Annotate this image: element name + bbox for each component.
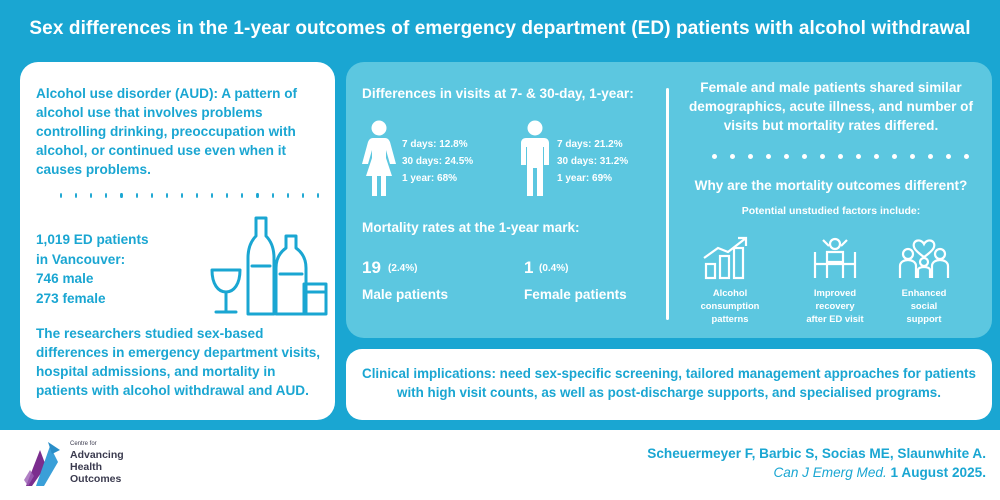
citation-journal: Can J Emerg Med. [773,465,887,480]
female-visits-1y: 1 year: 68% [402,173,458,184]
organization-logo-icon [24,442,60,486]
visits-heading: Differences in visits at 7- & 30-day, 1-… [362,86,634,101]
aud-definition: Alcohol use disorder (AUD): A pattern of… [36,86,298,177]
patient-counts: 1,019 ED patients in Vancouver: 746 male… [36,230,149,308]
page-title: Sex differences in the 1-year outcomes o… [0,0,1000,58]
male-visits-1y: 1 year: 69% [557,173,613,184]
aud-card: Alcohol use disorder (AUD): A pattern of… [20,62,335,420]
male-visits-7d: 7 days: 21.2% [557,139,623,150]
bar-chart-arrow-icon [703,236,748,280]
male-mortality-pct: (2.4%) [388,263,418,274]
female-visit-stats: 7 days: 12.8% 30 days: 24.5% 1 year: 68% [402,136,473,187]
factor-improved-recovery: Improved recovery after ED visit [790,234,880,325]
factor-social-support: Enhanced social support [879,234,969,325]
factor-alcohol-consumption: Alcohol consumption patterns [685,234,775,325]
dotted-divider [60,193,319,198]
dotted-divider-light [712,154,969,159]
patients-location: in Vancouver: [36,251,126,267]
patients-total: 1,019 ED patients [36,232,149,247]
female-visits-30d: 30 days: 24.5% [402,156,474,167]
family-heart-icon [898,239,950,278]
study-description: The researchers studied sex-based differ… [36,326,321,398]
citation-date: 1 August 2025. [890,465,986,480]
shared-characteristics: Female and male patients shared similar … [688,80,974,133]
patients-female: 273 female [36,290,106,306]
clinical-implications: Clinical implications: need sex-specific… [346,349,992,420]
citation: Scheuermeyer F, Barbic S, Socias ME, Sla… [647,444,986,482]
person-recovery-icon [813,237,857,278]
why-heading: Why are the mortality outcomes different… [694,178,968,193]
female-visits-7d: 7 days: 12.8% [402,139,468,150]
factor-label: Improved recovery after ED visit [806,287,864,324]
male-person-icon [521,120,549,196]
female-person-icon [362,120,396,196]
patients-male: 746 male [36,271,94,286]
male-visits-30d: 30 days: 31.2% [557,156,629,167]
findings-card: Differences in visits at 7- & 30-day, 1-… [346,62,992,338]
factor-label: Alcohol consumption patterns [700,287,760,324]
female-mortality-count: 1 [524,258,534,277]
vertical-divider [666,88,669,320]
female-mortality-pct: (0.4%) [539,263,569,274]
male-patients-label: Male patients [362,287,449,302]
factor-label: Enhanced social support [901,287,947,324]
potential-factors-intro: Potential unstudied factors include: [741,205,921,217]
citation-authors: Scheuermeyer F, Barbic S, Socias ME, Sla… [647,446,986,461]
female-patients-label: Female patients [524,287,627,302]
drinks-icon [210,216,328,316]
male-mortality-count: 19 [362,258,381,277]
mortality-heading: Mortality rates at the 1-year mark: [362,220,580,235]
male-visit-stats: 7 days: 21.2% 30 days: 31.2% 1 year: 69% [557,136,628,187]
organization-name: Centre for Advancing Health Outcomes [70,441,124,485]
